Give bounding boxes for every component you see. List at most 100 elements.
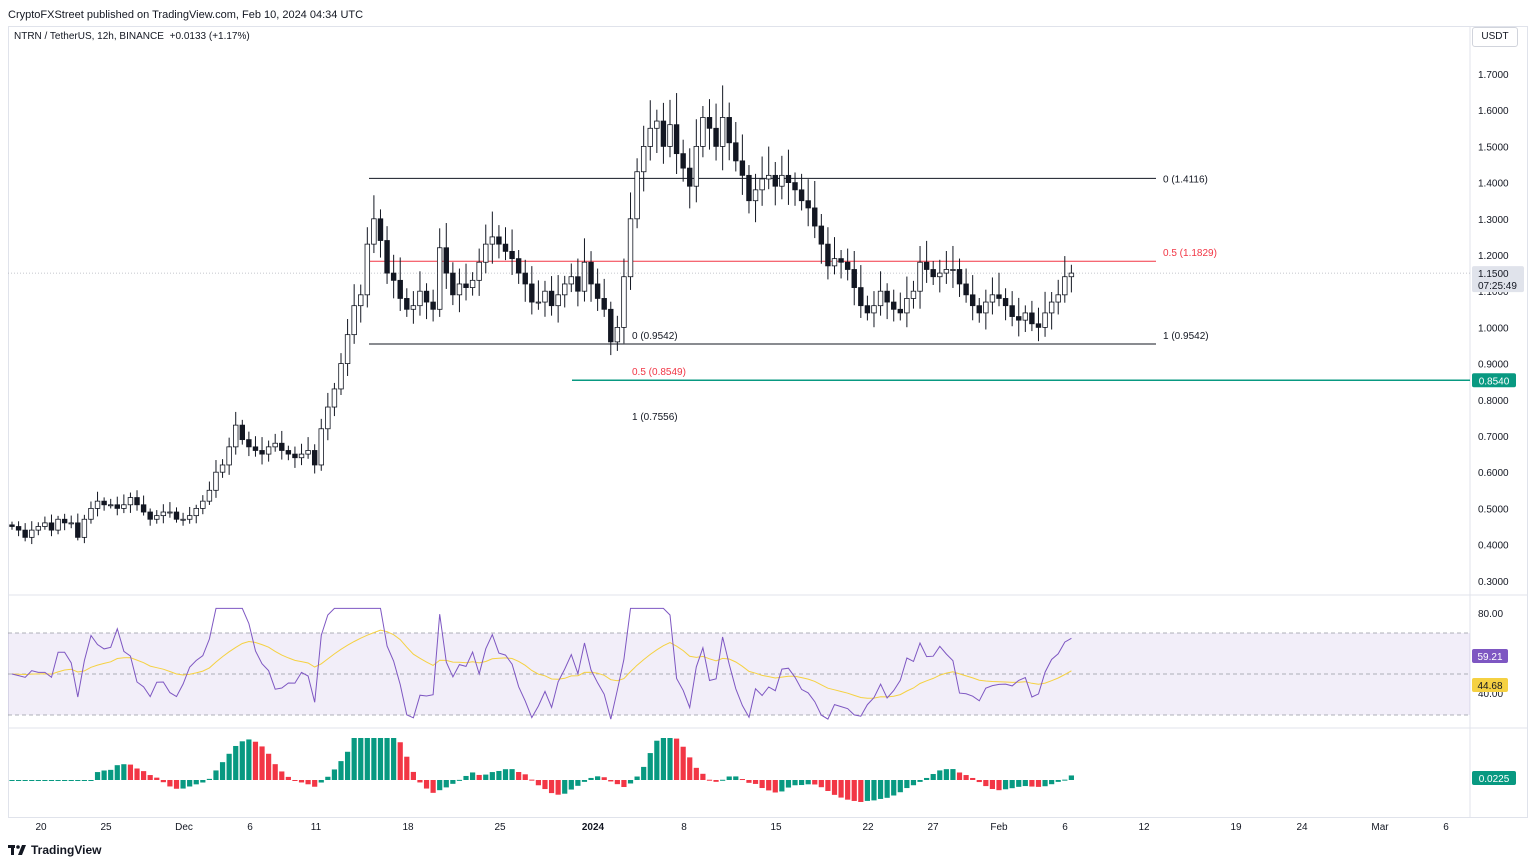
candle-body[interactable] (956, 269, 963, 285)
candle-body[interactable] (687, 167, 693, 187)
candle-body[interactable] (693, 145, 700, 187)
candle-body[interactable] (397, 279, 403, 299)
candle-body[interactable] (858, 287, 864, 307)
candle-body[interactable] (42, 522, 48, 527)
candle-body[interactable] (55, 518, 61, 531)
candle-body[interactable] (667, 124, 673, 147)
candle-body[interactable] (298, 453, 305, 459)
candle-body[interactable] (410, 305, 417, 310)
candle-body[interactable] (621, 276, 627, 328)
candle-body[interactable] (101, 500, 107, 506)
candle-body[interactable] (588, 261, 594, 285)
candle-body[interactable] (654, 120, 660, 129)
candle-body[interactable] (15, 526, 22, 531)
candle-body[interactable] (680, 153, 686, 169)
candle-body[interactable] (647, 127, 653, 147)
candle-body[interactable] (325, 406, 331, 430)
candle-body[interactable] (390, 272, 397, 281)
candle-body[interactable] (996, 294, 1002, 299)
candle-body[interactable] (186, 515, 193, 520)
candle-body[interactable] (831, 258, 838, 267)
candle-body[interactable] (818, 225, 825, 245)
candle-body[interactable] (239, 424, 245, 441)
candle-body[interactable] (1055, 294, 1061, 303)
candle-body[interactable] (877, 290, 884, 307)
candle-body[interactable] (1048, 301, 1055, 314)
candle-body[interactable] (535, 301, 542, 304)
candle-body[interactable] (200, 500, 206, 509)
candle-body[interactable] (259, 450, 265, 455)
candle-body[interactable] (864, 305, 871, 314)
candle-body[interactable] (522, 272, 528, 285)
candle-body[interactable] (180, 518, 186, 521)
candle-body[interactable] (713, 127, 719, 147)
candle-body[interactable] (884, 290, 890, 303)
candle-body[interactable] (134, 497, 140, 506)
candle-body[interactable] (673, 124, 680, 155)
candle-body[interactable] (739, 160, 746, 176)
candle-body[interactable] (1029, 312, 1035, 325)
candle-body[interactable] (1016, 316, 1022, 321)
candle-body[interactable] (943, 269, 950, 274)
candle-body[interactable] (594, 283, 601, 299)
currency-button[interactable]: USDT (1472, 27, 1518, 47)
candle-body[interactable] (542, 290, 548, 303)
candle-body[interactable] (496, 236, 502, 245)
candle-body[interactable] (213, 471, 219, 491)
candle-body[interactable] (154, 515, 160, 520)
candle-body[interactable] (779, 174, 785, 187)
candle-body[interactable] (1035, 323, 1042, 328)
candle-body[interactable] (443, 247, 449, 274)
candle-body[interactable] (851, 269, 857, 288)
candle-body[interactable] (575, 276, 581, 292)
candle-body[interactable] (733, 142, 739, 162)
candle-body[interactable] (121, 504, 127, 509)
candle-body[interactable] (68, 522, 74, 525)
candle-body[interactable] (358, 294, 364, 307)
candle-body[interactable] (529, 283, 535, 303)
candle-body[interactable] (75, 522, 81, 538)
candle-body[interactable] (140, 504, 147, 513)
candle-body[interactable] (331, 388, 338, 408)
candle-body[interactable] (311, 450, 318, 466)
candle-body[interactable] (640, 145, 647, 173)
candle-body[interactable] (989, 294, 996, 303)
candle-body[interactable] (891, 301, 897, 310)
candle-body[interactable] (279, 442, 285, 451)
candle-body[interactable] (88, 507, 94, 520)
candle-body[interactable] (476, 261, 482, 281)
candle-body[interactable] (430, 301, 436, 310)
candle-body[interactable] (483, 243, 489, 263)
candle-body[interactable] (614, 326, 621, 343)
candle-body[interactable] (193, 507, 199, 517)
candle-body[interactable] (371, 218, 377, 245)
candle-body[interactable] (305, 450, 311, 455)
candle-body[interactable] (351, 305, 357, 336)
candle-body[interactable] (917, 261, 923, 292)
candle-body[interactable] (252, 446, 259, 451)
candle-body[interactable] (167, 511, 173, 514)
candle-body[interactable] (226, 446, 232, 466)
candle-body[interactable] (937, 272, 943, 278)
candle-body[interactable] (700, 117, 706, 147)
candle-body[interactable] (206, 489, 213, 502)
candle-body[interactable] (48, 522, 55, 531)
candle-body[interactable] (838, 258, 844, 263)
candle-body[interactable] (489, 236, 496, 245)
symbol-legend[interactable]: NTRN / TetherUS, 12h, BINANCE +0.0133 (+… (14, 31, 250, 42)
candle-body[interactable] (338, 363, 344, 390)
candle-body[interactable] (923, 261, 930, 270)
candle-body[interactable] (246, 439, 252, 448)
candle-body[interactable] (792, 182, 798, 191)
candle-body[interactable] (377, 218, 384, 241)
candle-body[interactable] (897, 308, 903, 314)
candle-body[interactable] (608, 308, 614, 343)
candle-body[interactable] (930, 269, 936, 278)
candle-body[interactable] (22, 529, 28, 538)
candle-body[interactable] (81, 518, 88, 538)
candle-body[interactable] (562, 283, 568, 296)
candle-body[interactable] (404, 298, 410, 310)
candle-body[interactable] (147, 511, 153, 520)
candle-body[interactable] (456, 283, 463, 296)
